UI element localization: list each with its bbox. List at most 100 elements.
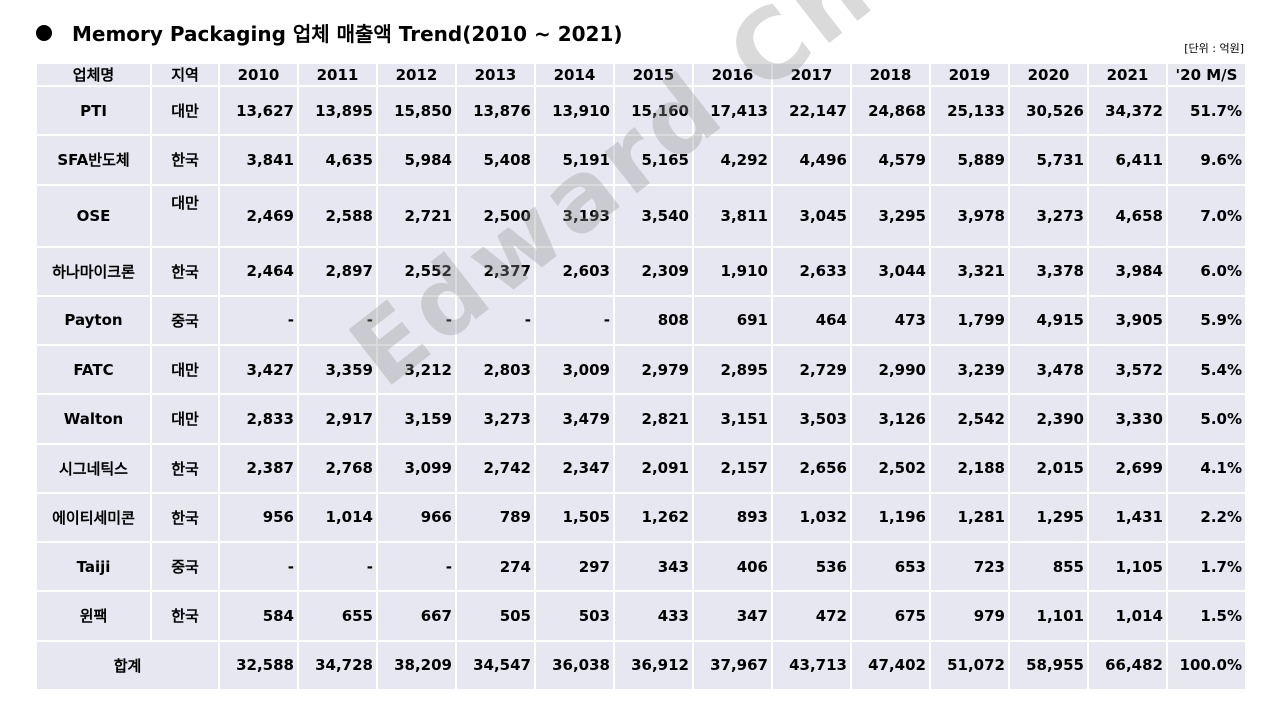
revenue-cell: 979 <box>929 590 1010 642</box>
revenue-cell: 1,295 <box>1008 491 1089 544</box>
revenue-cell: 584 <box>218 590 299 642</box>
revenue-cell: 3,273 <box>1008 183 1089 248</box>
revenue-cell: 5,408 <box>455 134 536 186</box>
region-cell: 대만 <box>150 344 220 396</box>
title-row: Memory Packaging 업체 매출액 Trend(2010 ~ 202… <box>36 18 623 47</box>
revenue-cell: 34,372 <box>1087 84 1168 137</box>
table-row: FATC 대만 3,427 3,359 3,212 2,803 3,009 2,979 2,89… <box>35 344 1247 396</box>
revenue-cell: 691 <box>692 294 773 347</box>
revenue-cell: 3,045 <box>771 183 852 248</box>
revenue-cell: 4,915 <box>1008 294 1089 347</box>
revenue-cell: - <box>218 541 299 593</box>
revenue-cell: 2,347 <box>534 442 615 494</box>
revenue-cell: 5,191 <box>534 134 615 186</box>
total-cell: 66,482 <box>1087 639 1168 692</box>
revenue-cell: 17,413 <box>692 84 773 137</box>
revenue-cell: 3,212 <box>376 344 457 396</box>
revenue-cell: 3,151 <box>692 393 773 445</box>
revenue-cell: 2,469 <box>218 183 299 248</box>
revenue-cell: 3,427 <box>218 344 299 396</box>
column-header: 2011 <box>297 62 378 87</box>
revenue-cell: 4,579 <box>850 134 931 186</box>
revenue-cell: 3,378 <box>1008 245 1089 297</box>
company-name: OSE <box>35 183 152 248</box>
revenue-cell: 2,897 <box>297 245 378 297</box>
region-cell: 중국 <box>150 541 220 593</box>
column-header: 2013 <box>455 62 536 87</box>
column-header: 2017 <box>771 62 852 87</box>
revenue-cell: 2,188 <box>929 442 1010 494</box>
revenue-cell: 2,552 <box>376 245 457 297</box>
total-cell: 37,967 <box>692 639 773 692</box>
revenue-cell: 2,917 <box>297 393 378 445</box>
revenue-cell: 505 <box>455 590 536 642</box>
column-header: 지역 <box>150 62 220 87</box>
revenue-cell: 3,239 <box>929 344 1010 396</box>
revenue-cell: 2,464 <box>218 245 299 297</box>
column-header: 2015 <box>613 62 694 87</box>
revenue-cell: 3,503 <box>771 393 852 445</box>
column-header: 2016 <box>692 62 773 87</box>
revenue-cell: 855 <box>1008 541 1089 593</box>
revenue-table: 업체명 지역 2010 2011 2012 2013 2014 2015 2016 2017 201… <box>35 62 1247 692</box>
revenue-cell: 464 <box>771 294 852 347</box>
column-header: 2012 <box>376 62 457 87</box>
revenue-cell: 13,627 <box>218 84 299 137</box>
revenue-cell: 3,044 <box>850 245 931 297</box>
revenue-cell: 3,099 <box>376 442 457 494</box>
table-row: 윈팩 한국 584 655 667 505 503 433 347 472 675 979 1,101 1… <box>35 590 1247 642</box>
revenue-cell: 3,159 <box>376 393 457 445</box>
market-share-cell: 4.1% <box>1166 442 1247 494</box>
company-name: Walton <box>35 393 152 445</box>
total-cell: 34,728 <box>297 639 378 692</box>
revenue-cell: 13,910 <box>534 84 615 137</box>
revenue-cell: 655 <box>297 590 378 642</box>
region-cell: 대만 <box>150 393 220 445</box>
region-cell: 한국 <box>150 442 220 494</box>
revenue-cell: 2,633 <box>771 245 852 297</box>
market-share-cell: 5.0% <box>1166 393 1247 445</box>
revenue-cell: 4,658 <box>1087 183 1168 248</box>
revenue-cell: 2,729 <box>771 344 852 396</box>
column-header: 2021 <box>1087 62 1168 87</box>
table-row: 하나마이크론 한국 2,464 2,897 2,552 2,377 2,603 2,309 1,… <box>35 245 1247 297</box>
revenue-cell: 472 <box>771 590 852 642</box>
revenue-cell: 25,133 <box>929 84 1010 137</box>
region-cell: 대만 <box>150 183 220 248</box>
market-share-cell: 7.0% <box>1166 183 1247 248</box>
revenue-cell: 5,889 <box>929 134 1010 186</box>
total-cell: 58,955 <box>1008 639 1089 692</box>
revenue-cell: - <box>218 294 299 347</box>
revenue-cell: 2,803 <box>455 344 536 396</box>
revenue-cell: 2,699 <box>1087 442 1168 494</box>
revenue-cell: 1,014 <box>1087 590 1168 642</box>
revenue-cell: 5,731 <box>1008 134 1089 186</box>
revenue-cell: 966 <box>376 491 457 544</box>
revenue-cell: 3,841 <box>218 134 299 186</box>
market-share-cell: 2.2% <box>1166 491 1247 544</box>
revenue-cell: 433 <box>613 590 694 642</box>
market-share-cell: 51.7% <box>1166 84 1247 137</box>
revenue-cell: 30,526 <box>1008 84 1089 137</box>
region-cell: 한국 <box>150 134 220 186</box>
revenue-cell: 3,811 <box>692 183 773 248</box>
company-name: 에이티세미콘 <box>35 491 152 544</box>
page-title: Memory Packaging 업체 매출액 Trend(2010 ~ 202… <box>72 22 623 46</box>
revenue-cell: 2,603 <box>534 245 615 297</box>
revenue-cell: 2,390 <box>1008 393 1089 445</box>
table-row: SFA반도체 한국 3,841 4,635 5,984 5,408 5,191 5,165 4,… <box>35 134 1247 186</box>
revenue-cell: 2,588 <box>297 183 378 248</box>
company-name: 윈팩 <box>35 590 152 642</box>
revenue-cell: 2,387 <box>218 442 299 494</box>
total-cell: 43,713 <box>771 639 852 692</box>
revenue-cell: 3,273 <box>455 393 536 445</box>
revenue-cell: - <box>455 294 536 347</box>
revenue-cell: 3,572 <box>1087 344 1168 396</box>
total-cell: 38,209 <box>376 639 457 692</box>
company-name: 시그네틱스 <box>35 442 152 494</box>
header-row: 업체명 지역 2010 2011 2012 2013 2014 2015 2016 2017 201… <box>35 62 1247 87</box>
total-market-share: 100.0% <box>1166 639 1247 692</box>
revenue-cell: 1,431 <box>1087 491 1168 544</box>
market-share-cell: 5.4% <box>1166 344 1247 396</box>
region-cell: 한국 <box>150 245 220 297</box>
